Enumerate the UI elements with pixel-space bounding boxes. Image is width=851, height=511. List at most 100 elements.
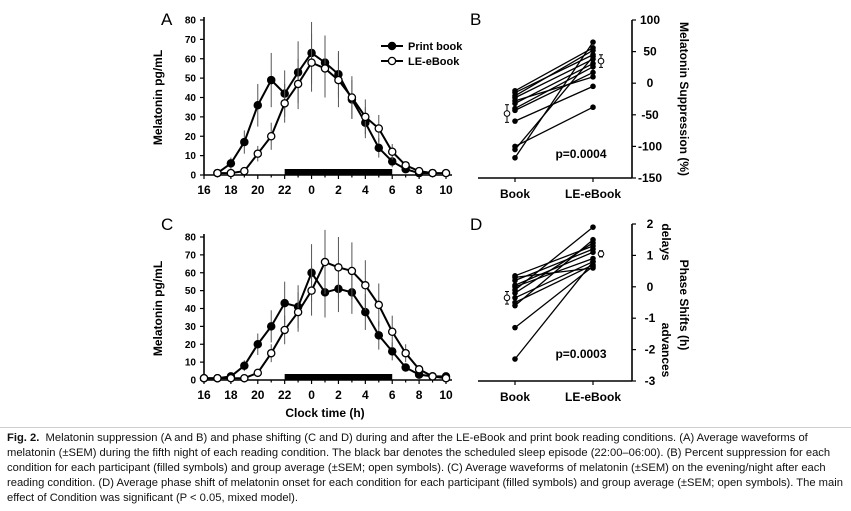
x-tick-label: 22 [278, 388, 292, 402]
participant-point-book [512, 93, 518, 99]
legend-label: LE-eBook [408, 56, 460, 68]
participant-point-le-ebook [590, 83, 596, 90]
data-point-le-ebook [213, 373, 222, 383]
data-point-print-book [253, 339, 263, 349]
y-axis-label-advances: advances [659, 323, 673, 378]
participant-line [514, 267, 594, 279]
y-tick-label: -150 [638, 171, 662, 185]
participant-point-book [512, 118, 518, 124]
x-tick-label: 18 [224, 183, 238, 197]
y-tick-label: 20 [185, 340, 197, 351]
data-point-le-ebook [307, 286, 316, 295]
data-point-print-book [240, 361, 249, 370]
y-tick-label: 2 [647, 217, 654, 231]
participant-line [514, 66, 594, 110]
data-point-print-book [266, 75, 276, 85]
x-tick-label: 22 [278, 183, 292, 197]
data-point-le-ebook [280, 99, 289, 108]
x-tick-label: 2 [335, 388, 342, 402]
caption-divider [0, 427, 851, 428]
participant-point-le-ebook [590, 104, 596, 111]
data-point-le-ebook [428, 372, 437, 381]
data-point-print-book [374, 143, 384, 153]
y-tick-label: 70 [185, 250, 197, 261]
data-point-print-book [374, 331, 384, 340]
data-point-print-book [240, 137, 249, 147]
data-point-le-ebook [280, 325, 289, 335]
p-value-annotation: p=0.0003 [555, 347, 606, 361]
participant-point-book [512, 294, 518, 301]
data-point-le-ebook [320, 257, 330, 267]
y-axis-label: Phase Shifts (h) [677, 260, 691, 351]
y-tick-label: 80 [185, 16, 197, 27]
participant-point-le-ebook [590, 63, 596, 70]
participant-point-le-ebook [590, 224, 596, 230]
participant-line [514, 265, 594, 329]
participant-line [514, 264, 594, 304]
participant-line [514, 226, 594, 291]
participant-point-book [512, 324, 518, 331]
sleep-episode-bar [284, 169, 393, 175]
participant-point-le-ebook [590, 236, 596, 243]
y-axis-label: Melatonin pg/mL [151, 50, 165, 145]
panel-c-chart: 0 10 20 30 40 50 60 70 80 16 18 20 22 0 2 4 6 8 10 Melatoni… [151, 229, 453, 420]
panel-b-chart: -150 -100 -50 0 50 100 Book LE-eBook p=0.0004 Mel… [478, 13, 691, 201]
x-tick-label: 0 [308, 388, 315, 402]
y-tick-label: 0 [647, 76, 654, 90]
x-category-label: LE-eBook [565, 187, 621, 201]
participant-line [514, 106, 594, 147]
data-point-le-ebook [266, 348, 276, 358]
y-tick-label: 100 [640, 13, 660, 27]
data-point-le-ebook [401, 161, 410, 170]
data-point-le-ebook [387, 147, 397, 156]
caption-text: Melatonin suppression (A and B) and phas… [7, 432, 843, 504]
group-mean-point [503, 110, 511, 117]
y-tick-label: 30 [185, 322, 197, 333]
data-point-le-ebook [361, 281, 370, 290]
participant-line [514, 71, 594, 111]
x-tick-label: 20 [251, 183, 265, 197]
participant-point-book [512, 274, 518, 281]
participant-line [514, 261, 594, 360]
panel-d-chart: -3 -2 -1 0 1 2 Book LE-eBook p=0.0003 delays Phase… [478, 217, 691, 404]
data-point-print-book [226, 159, 236, 168]
panel-label-b: B [470, 10, 481, 29]
y-axis-label-delays: delays [659, 223, 673, 261]
x-category-label: LE-eBook [565, 390, 621, 404]
participant-point-le-ebook [590, 69, 596, 76]
data-point-le-ebook [240, 166, 249, 176]
participant-line [514, 76, 594, 102]
y-tick-label: 60 [185, 268, 197, 279]
x-tick-label: 8 [416, 183, 423, 197]
y-tick-label: 0 [647, 280, 654, 294]
y-tick-label: -50 [641, 108, 659, 122]
data-point-le-ebook [361, 112, 370, 122]
participant-point-book [512, 146, 518, 153]
x-tick-label: 6 [389, 183, 396, 197]
x-category-label: Book [500, 390, 530, 404]
data-point-print-book [266, 322, 276, 331]
participant-line [514, 58, 594, 99]
participant-line [514, 56, 594, 150]
participant-line [514, 49, 594, 97]
y-tick-label: 60 [185, 54, 197, 65]
x-tick-label: 20 [251, 388, 265, 402]
y-tick-label: -100 [638, 139, 662, 153]
participant-point-le-ebook [590, 53, 596, 60]
x-tick-label: 2 [335, 183, 342, 197]
x-tick-label: 16 [197, 183, 211, 197]
data-point-le-ebook [266, 131, 276, 141]
data-point-le-ebook [334, 263, 343, 272]
data-point-le-ebook [226, 168, 236, 178]
y-tick-label: 30 [185, 112, 197, 123]
data-point-le-ebook [414, 166, 424, 176]
y-tick-label: 40 [185, 93, 197, 104]
y-tick-label: -2 [645, 343, 656, 357]
participant-point-le-ebook [590, 265, 596, 271]
data-point-le-ebook [347, 93, 357, 102]
y-tick-label: 10 [185, 151, 197, 162]
x-tick-label: 8 [416, 388, 423, 402]
panel-label-a: A [161, 10, 173, 29]
y-tick-label: 0 [190, 376, 196, 387]
x-tick-label: 4 [362, 183, 369, 197]
